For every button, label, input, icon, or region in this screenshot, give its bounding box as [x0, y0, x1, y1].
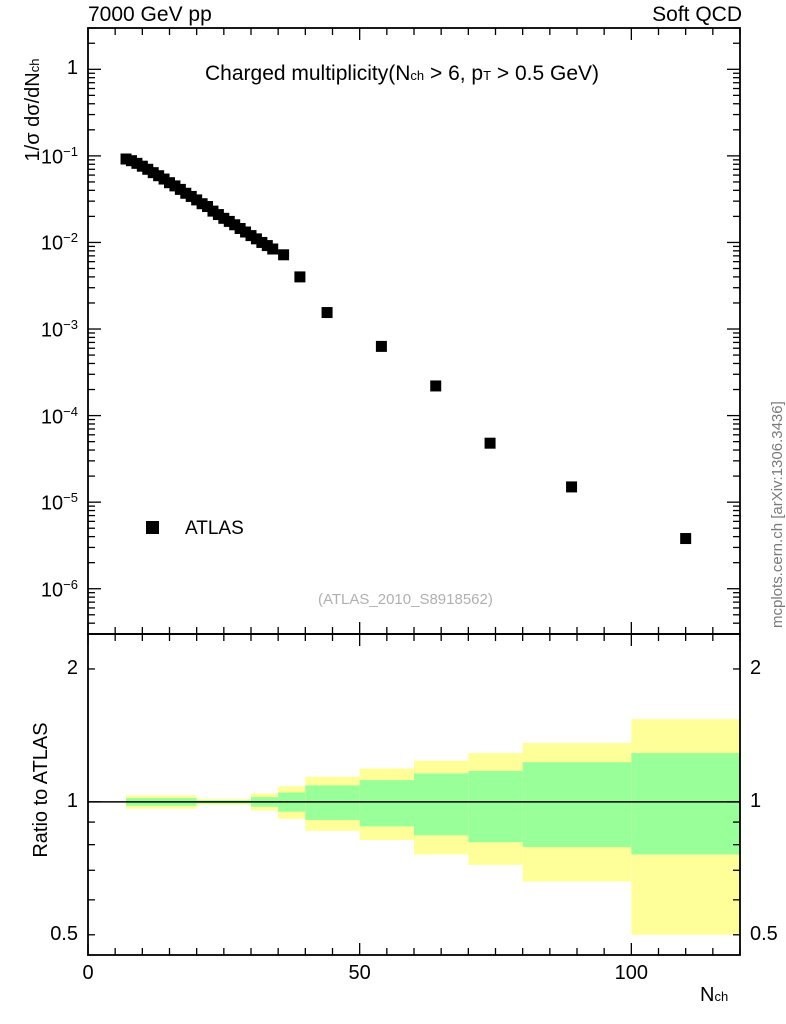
y-tick-label-ratio-left-0: 2 — [66, 656, 78, 679]
y-tick-label-ratio-left-1: 1 — [66, 789, 78, 812]
plot-title: Charged multiplicity(Nch > 6, pT > 0.5 G… — [205, 62, 600, 85]
y-tick-label-ratio-right-2: 0.5 — [750, 922, 778, 945]
y-tick-label-main-6: 10−6 — [40, 576, 78, 602]
data-point-marker — [278, 249, 290, 261]
y-tick-label-ratio-left-2: 0.5 — [50, 922, 78, 945]
header-energy: 7000 GeV pp — [88, 3, 212, 26]
legend-label-atlas: ATLAS — [185, 518, 244, 539]
legend-marker-atlas — [146, 521, 159, 534]
main-panel-frame — [87, 27, 741, 635]
ratio-band-inner-8 — [522, 762, 632, 848]
y-tick-label-main-5: 10−5 — [40, 490, 78, 515]
header-process: Soft QCD — [652, 3, 742, 26]
y-tick-label-ratio-right-1: 1 — [750, 789, 762, 812]
data-point-marker — [321, 307, 333, 319]
data-point-marker — [267, 243, 279, 255]
ratio-band-inner-5 — [359, 780, 414, 827]
data-point-marker — [294, 271, 306, 283]
analysis-watermark: (ATLAS_2010_S8918562) — [318, 591, 493, 608]
ratio-band-inner-6 — [414, 773, 469, 836]
x-tick-label-0: 0 — [82, 962, 94, 984]
ratio-band-inner-7 — [468, 770, 523, 843]
data-point-marker — [680, 533, 692, 545]
x-tick-label-2: 100 — [614, 962, 649, 984]
y-tick-label-main-1: 10−1 — [40, 143, 78, 169]
y-tick-label-ratio-right-0: 2 — [750, 656, 762, 679]
ratio-band-inner-9 — [631, 753, 740, 855]
y-tick-label-main-0: 1 — [66, 57, 78, 80]
data-point-marker — [484, 437, 496, 449]
y-tick-label-main-2: 10−2 — [40, 230, 78, 256]
x-tick-label-1: 50 — [348, 962, 371, 984]
x-axis-label: Nch — [700, 984, 729, 1006]
data-point-marker — [375, 340, 387, 352]
data-point-marker — [430, 380, 442, 392]
y-tick-label-main-3: 10−3 — [40, 317, 78, 342]
y-tick-label-main-4: 10−4 — [40, 403, 78, 429]
data-point-marker — [566, 481, 578, 493]
